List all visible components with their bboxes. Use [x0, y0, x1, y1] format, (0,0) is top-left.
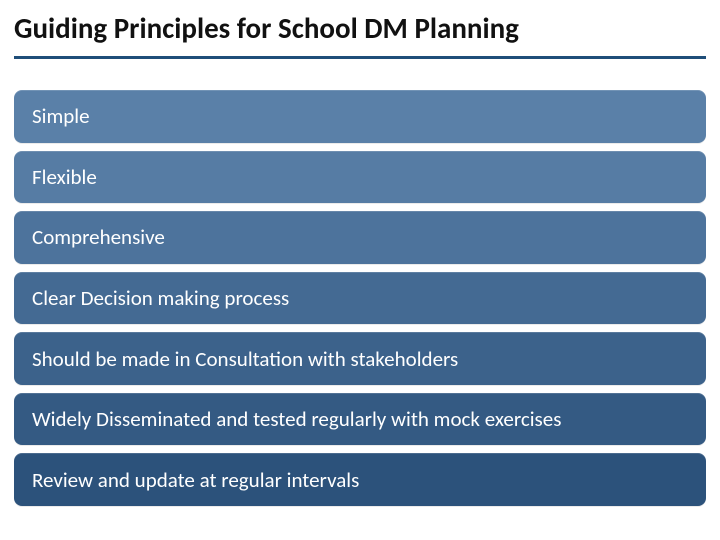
list-item-label: Flexible: [32, 164, 97, 190]
list-item: Simple: [14, 90, 706, 143]
list-item: Widely Disseminated and tested regularly…: [14, 393, 706, 446]
list-item: Review and update at regular intervals: [14, 453, 706, 506]
list-item: Flexible: [14, 151, 706, 204]
list-item-label: Comprehensive: [32, 224, 165, 250]
principles-list: Simple Flexible Comprehensive Clear Deci…: [14, 90, 706, 506]
list-item-label: Widely Disseminated and tested regularly…: [32, 406, 561, 432]
list-item-label: Review and update at regular intervals: [32, 467, 359, 493]
list-item: Comprehensive: [14, 211, 706, 264]
list-item-label: Clear Decision making process: [32, 285, 289, 311]
slide-header: Guiding Principles for School DM Plannin…: [0, 0, 720, 52]
list-item: Should be made in Consultation with stak…: [14, 332, 706, 385]
list-item-label: Should be made in Consultation with stak…: [32, 346, 458, 372]
page-title: Guiding Principles for School DM Plannin…: [14, 10, 706, 46]
slide: Guiding Principles for School DM Plannin…: [0, 0, 720, 540]
list-item-label: Simple: [32, 103, 90, 129]
list-item: Clear Decision making process: [14, 272, 706, 325]
title-underline: [14, 56, 706, 59]
